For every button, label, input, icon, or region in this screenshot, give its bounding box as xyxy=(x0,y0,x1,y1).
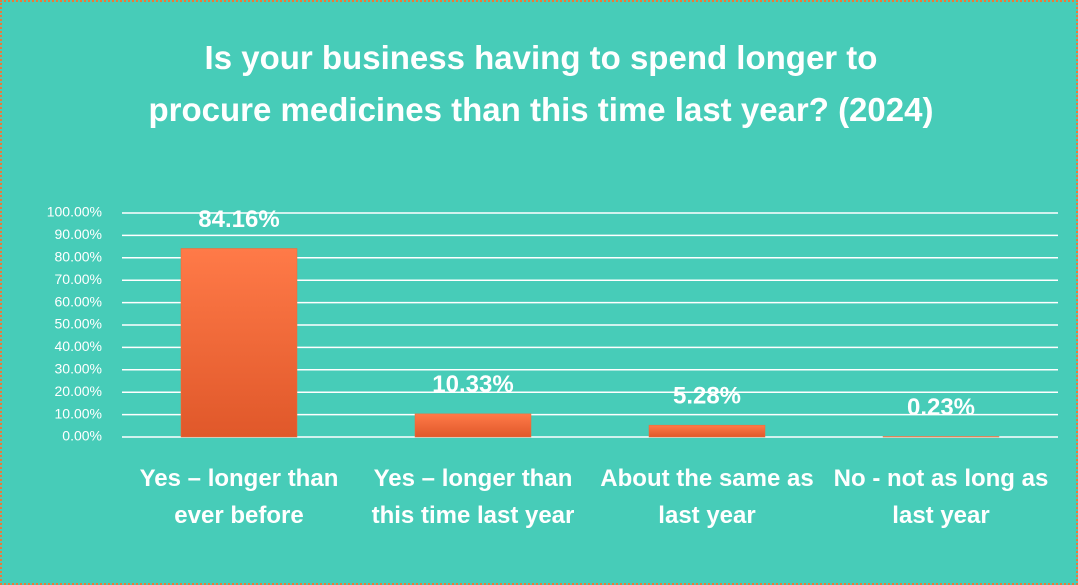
y-tick-label: 80.00% xyxy=(55,249,102,265)
y-tick-label: 60.00% xyxy=(55,293,102,309)
data-label: 0.23% xyxy=(907,394,975,421)
y-tick-label: 40.00% xyxy=(55,338,102,354)
bar xyxy=(414,413,532,438)
y-tick-label: 70.00% xyxy=(55,271,102,287)
y-tick-label: 20.00% xyxy=(55,383,102,399)
bar xyxy=(882,436,1000,438)
y-tick-label: 10.00% xyxy=(55,405,102,421)
x-tick-label: About the same as last year xyxy=(600,465,814,529)
data-label: 10.33% xyxy=(432,371,513,398)
x-tick-label: Yes – longer than ever before xyxy=(139,465,339,529)
y-tick-label: 50.00% xyxy=(55,316,102,332)
chart-title: Is your business having to spend longer … xyxy=(148,39,934,128)
data-label: 84.16% xyxy=(198,206,279,233)
bar xyxy=(648,424,766,438)
y-tick-label: 0.00% xyxy=(62,428,102,444)
y-tick-label: 90.00% xyxy=(55,226,102,242)
y-tick-label: 30.00% xyxy=(55,361,102,377)
y-tick-label: 100.00% xyxy=(47,204,102,220)
x-tick-label: Yes – longer than this time last year xyxy=(371,465,575,529)
data-label: 5.28% xyxy=(673,383,741,410)
bar xyxy=(180,248,298,438)
x-tick-label: No - not as long as last year xyxy=(833,465,1049,529)
